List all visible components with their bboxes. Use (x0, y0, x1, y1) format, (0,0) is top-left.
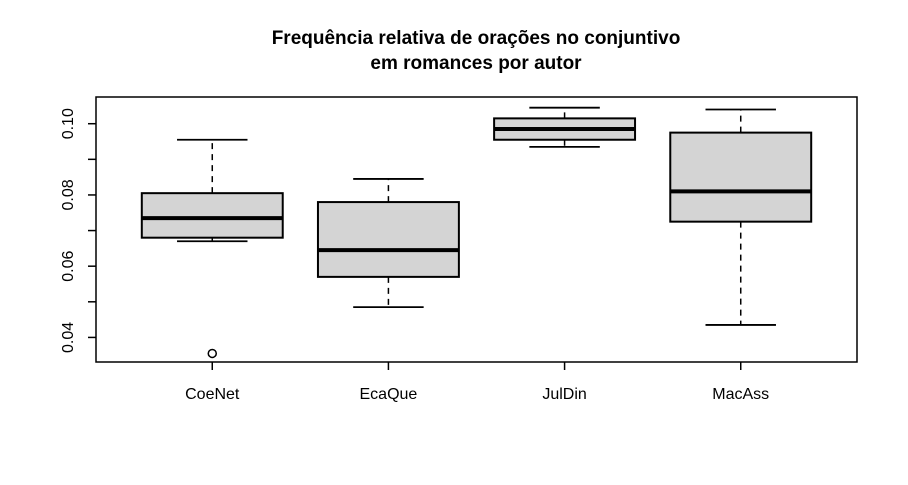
outlier-point (207, 348, 218, 359)
x-tick-label: JulDin (542, 386, 586, 403)
x-tick-label: CoeNet (185, 386, 240, 403)
iqr-box (140, 192, 284, 239)
chart-title-line1: Frequência relativa de orações no conjun… (272, 28, 681, 49)
y-tick-label: 0.08 (60, 179, 77, 210)
y-tick-label: 0.06 (60, 251, 77, 282)
y-tick-label: 0.10 (60, 108, 77, 139)
chart-title-line2: em romances por autor (370, 53, 582, 74)
iqr-box (316, 201, 460, 278)
x-tick-label: MacAss (712, 386, 769, 403)
x-tick-label: EcaQue (360, 386, 418, 403)
iqr-box (669, 131, 813, 223)
plot-area: 0.04 0.06 0.08 0.10 CoeNet EcaQue JulDin MacAss (60, 96, 858, 403)
plot-border (95, 96, 858, 363)
y-tick-label: 0.04 (60, 322, 77, 353)
